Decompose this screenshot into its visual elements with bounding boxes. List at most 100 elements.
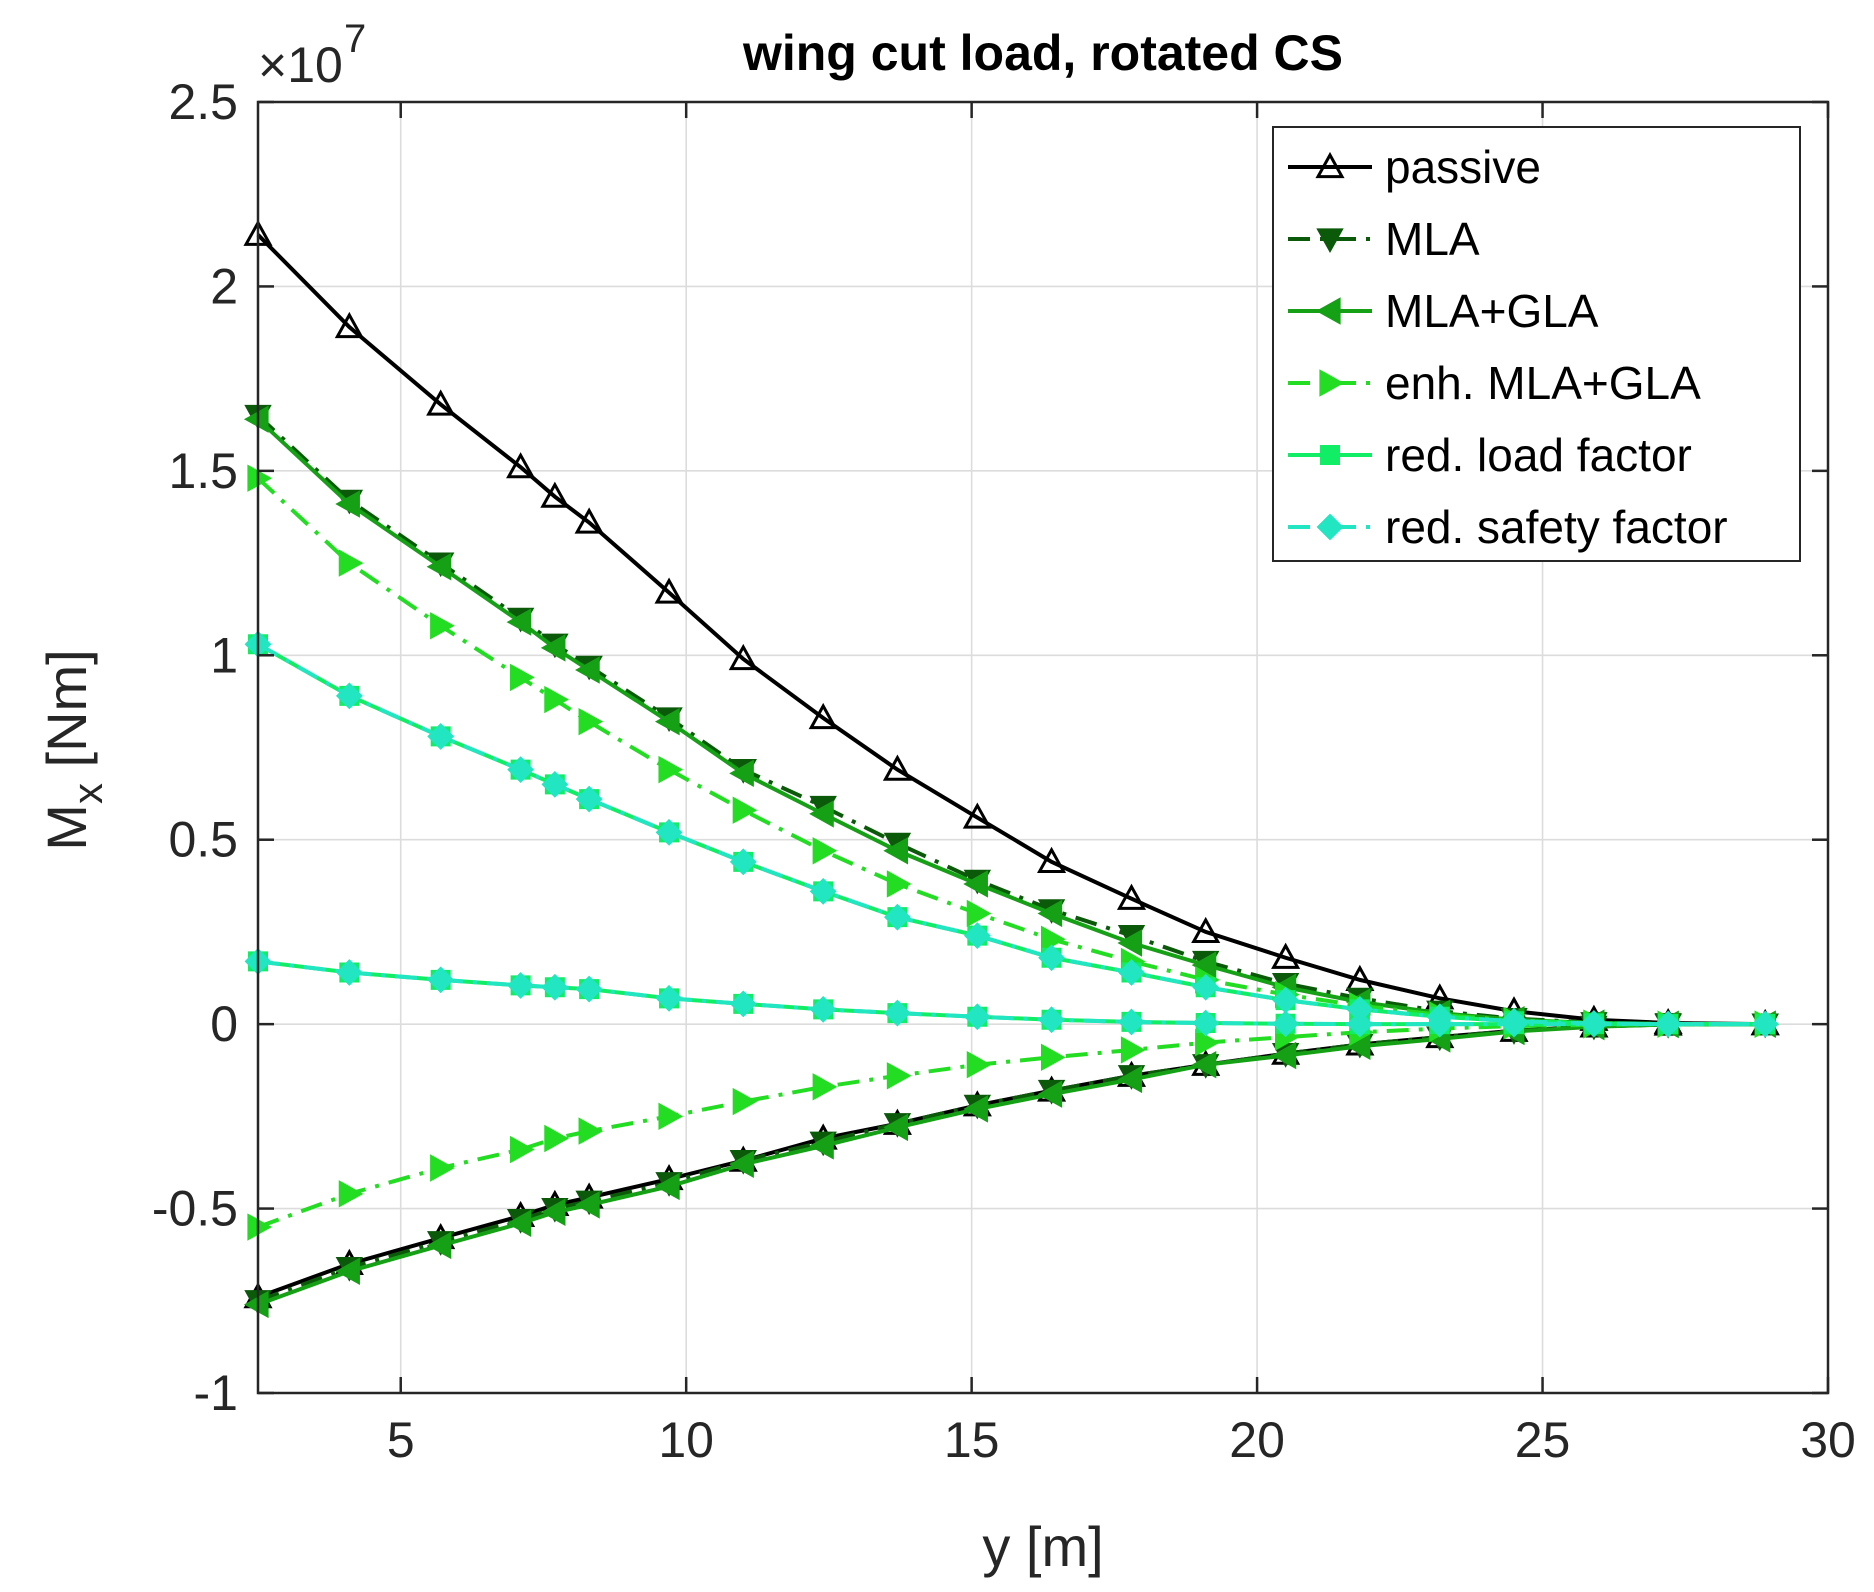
data-point bbox=[1038, 944, 1065, 972]
x-axis-label: y [m] bbox=[982, 1515, 1103, 1578]
data-point bbox=[1037, 1080, 1063, 1108]
data-point bbox=[578, 1117, 604, 1145]
legend-label: MLA bbox=[1385, 213, 1480, 265]
data-point bbox=[1191, 951, 1217, 979]
data-point bbox=[1272, 1010, 1300, 1038]
data-point bbox=[729, 848, 757, 876]
x-tick-label: 5 bbox=[387, 1412, 415, 1468]
data-point bbox=[1040, 1043, 1066, 1072]
data-point bbox=[1037, 899, 1063, 928]
data-point bbox=[575, 975, 603, 1003]
data-point bbox=[1191, 916, 1221, 944]
y-tick-label: 0.5 bbox=[168, 812, 238, 868]
legend-item: red. safety factor bbox=[1288, 501, 1728, 553]
data-point bbox=[1192, 1009, 1220, 1037]
y-exponent-power: 7 bbox=[344, 17, 366, 61]
legend-item: MLA bbox=[1288, 213, 1480, 265]
y-tick-label: 2 bbox=[210, 258, 238, 314]
data-point bbox=[575, 1191, 600, 1219]
data-point bbox=[1118, 959, 1145, 986]
x-tick-label: 20 bbox=[1229, 1412, 1285, 1468]
data-point bbox=[430, 612, 455, 640]
y-axis-label-sub: x bbox=[64, 783, 111, 804]
y-exponent-base: ×10 bbox=[258, 37, 343, 93]
data-point bbox=[544, 1124, 569, 1153]
data-point bbox=[1117, 929, 1143, 957]
y-tick-label: -0.5 bbox=[152, 1181, 238, 1237]
series-group bbox=[243, 219, 1780, 1319]
legend-item: enh. MLA+GLA bbox=[1288, 357, 1701, 409]
legend-item: MLA+GLA bbox=[1288, 285, 1599, 337]
data-point bbox=[574, 507, 604, 534]
data-point bbox=[1120, 1036, 1146, 1064]
y-tick-label: 1.5 bbox=[168, 443, 238, 499]
x-tick-label: 15 bbox=[944, 1412, 1000, 1468]
data-point bbox=[729, 1150, 754, 1179]
data-point bbox=[812, 837, 838, 865]
svg-text:Mx [Nm]: Mx [Nm] bbox=[35, 649, 111, 850]
y-exponent: ×10 7 bbox=[258, 17, 366, 93]
data-point bbox=[1116, 883, 1147, 910]
data-point bbox=[886, 870, 912, 898]
data-point bbox=[338, 549, 364, 577]
data-point bbox=[654, 707, 680, 736]
data-point bbox=[507, 971, 535, 999]
data-point bbox=[427, 723, 455, 750]
legend-label: enh. MLA+GLA bbox=[1385, 357, 1701, 409]
data-point bbox=[732, 796, 758, 824]
legend-item: red. load factor bbox=[1288, 429, 1692, 481]
data-point bbox=[507, 756, 535, 784]
data-point bbox=[426, 553, 452, 581]
data-point bbox=[540, 1198, 566, 1226]
data-point bbox=[654, 1172, 680, 1201]
data-point bbox=[540, 634, 566, 662]
legend-swatch-marker bbox=[1320, 445, 1340, 465]
x-tick-label: 30 bbox=[1800, 1412, 1856, 1468]
y-tick-label: 1 bbox=[210, 627, 238, 683]
legend-box bbox=[1272, 126, 1801, 562]
data-point bbox=[963, 1095, 988, 1123]
series-line-upper bbox=[257, 642, 1766, 1027]
data-point bbox=[430, 1154, 455, 1182]
data-point bbox=[883, 1113, 909, 1142]
legend-label: passive bbox=[1385, 141, 1541, 193]
legend-label: red. safety factor bbox=[1385, 501, 1728, 553]
data-point bbox=[1037, 846, 1067, 873]
data-point bbox=[335, 959, 363, 986]
data-point bbox=[1117, 1065, 1143, 1094]
data-point bbox=[575, 785, 603, 813]
data-point bbox=[426, 389, 456, 416]
data-point bbox=[510, 1135, 535, 1164]
data-point bbox=[883, 837, 909, 865]
data-point bbox=[506, 608, 532, 636]
data-point bbox=[335, 1257, 360, 1285]
data-point bbox=[729, 759, 754, 788]
data-point bbox=[658, 755, 684, 784]
plot-frame bbox=[256, 100, 1830, 1395]
data-point bbox=[732, 1087, 758, 1116]
chart-title: wing cut load, rotated CS bbox=[742, 25, 1343, 81]
data-point bbox=[963, 922, 991, 950]
data-point bbox=[335, 490, 360, 518]
data-point bbox=[540, 481, 570, 508]
legend: passive MLA MLA+GLA enh. MLA+GLA red. load f… bbox=[1272, 126, 1801, 562]
data-point bbox=[1500, 1010, 1528, 1038]
x-tick-label: 25 bbox=[1515, 1412, 1571, 1468]
legend-swatch-marker bbox=[1315, 151, 1345, 179]
data-point bbox=[963, 1003, 991, 1031]
data-point bbox=[809, 1132, 834, 1160]
data-point bbox=[808, 702, 838, 730]
data-point bbox=[541, 973, 569, 1001]
data-point bbox=[334, 311, 364, 339]
data-point bbox=[728, 643, 758, 671]
legend-item: passive bbox=[1288, 141, 1541, 193]
data-point bbox=[575, 656, 600, 684]
data-point bbox=[1118, 1008, 1145, 1036]
data-point bbox=[966, 1051, 992, 1079]
data-point bbox=[427, 966, 455, 994]
data-point bbox=[578, 707, 604, 736]
data-point bbox=[506, 452, 536, 479]
y-tick-label: 2.5 bbox=[168, 74, 238, 130]
legend-swatch-marker bbox=[1316, 513, 1344, 541]
